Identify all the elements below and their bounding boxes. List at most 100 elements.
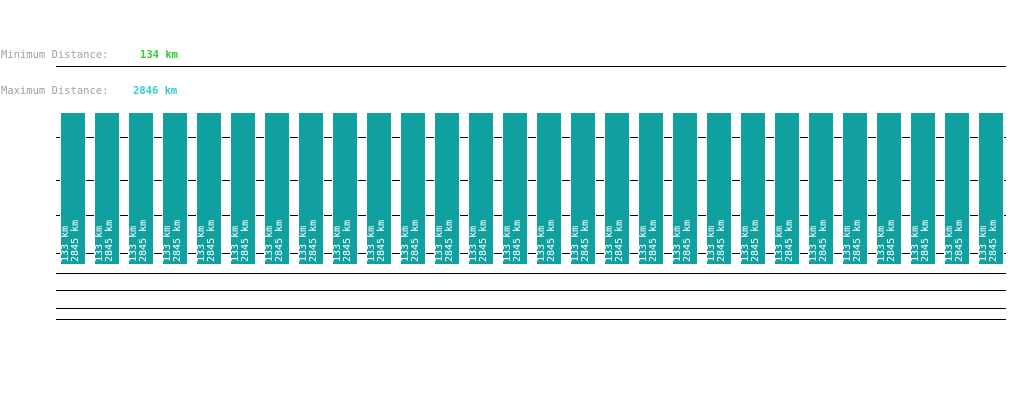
bar-group-6: 133 km 2845 km (230, 112, 256, 265)
bar-17-label-max: 2845 km (614, 220, 625, 262)
bar-18-label-max: 2845 km (648, 220, 659, 262)
bar-group-25: 133 km 2845 km (876, 112, 902, 265)
bar-6-label-min: 133 km (230, 226, 241, 262)
bar-1-label-min: 133 km (60, 226, 71, 262)
bar-group-9: 133 km 2845 km (332, 112, 358, 265)
distance-summary: Minimum Distance: 134 km Maximum Distance… (1, 25, 178, 109)
bar-9-label-max: 2845 km (342, 220, 353, 262)
bar-10-label-max: 2845 km (376, 220, 387, 262)
bar-4-label-max: 2845 km (172, 220, 183, 262)
min-distance-row: Minimum Distance: 134 km (1, 49, 178, 61)
bar-17 (604, 112, 630, 265)
bar-6 (230, 112, 256, 265)
bar-8-label-max: 2845 km (308, 220, 319, 262)
bar-24-label-min: 133 km (842, 226, 853, 262)
bar-group-4: 133 km 2845 km (162, 112, 188, 265)
max-distance-label: Maximum Distance: (1, 85, 109, 97)
bar-group-19: 133 km 2845 km (672, 112, 698, 265)
bar-25 (876, 112, 902, 265)
bar-group-24: 133 km 2845 km (842, 112, 868, 265)
bar-12-label-max: 2845 km (444, 220, 455, 262)
bar-11-label-min: 133 km (400, 226, 411, 262)
bar-23-label-max: 2845 km (818, 220, 829, 262)
bar-group-26: 133 km 2845 km (910, 112, 936, 265)
bar-3-label-max: 2845 km (138, 220, 149, 262)
bar-group-3: 133 km 2845 km (128, 112, 154, 265)
bar-9 (332, 112, 358, 265)
bar-11-label-max: 2845 km (410, 220, 421, 262)
bar-25-label-max: 2845 km (886, 220, 897, 262)
bar-10-label-min: 133 km (366, 226, 377, 262)
bar-1-label-max: 2845 km (70, 220, 81, 262)
bar-26-label-min: 133 km (910, 226, 921, 262)
bar-10 (366, 112, 392, 265)
bar-28-label-max: 2845 km (988, 220, 999, 262)
bar-group-13: 133 km 2845 km (468, 112, 494, 265)
bar-19-label-max: 2845 km (682, 220, 693, 262)
bar-20 (706, 112, 732, 265)
bar-2-label-max: 2845 km (104, 220, 115, 262)
bar-group-1: 133 km 2845 km (60, 112, 86, 265)
bar-15-label-min: 133 km (536, 226, 547, 262)
bar-17-label-min: 133 km (604, 226, 615, 262)
bar-25-label-min: 133 km (876, 226, 887, 262)
bar-5-label-max: 2845 km (206, 220, 217, 262)
bar-group-8: 133 km 2845 km (298, 112, 324, 265)
bar-9-label-min: 133 km (332, 226, 343, 262)
bar-20-label-max: 2845 km (716, 220, 727, 262)
bar-16 (570, 112, 596, 265)
bar-27 (944, 112, 970, 265)
max-distance-row: Maximum Distance: 2846 km (1, 85, 178, 97)
bar-18 (638, 112, 664, 265)
bar-group-22: 133 km 2845 km (774, 112, 800, 265)
bar-group-21: 133 km 2845 km (740, 112, 766, 265)
bar-3 (128, 112, 154, 265)
max-distance-value: 2846 km (133, 85, 178, 97)
bar-14-label-min: 133 km (502, 226, 513, 262)
bar-group-17: 133 km 2845 km (604, 112, 630, 265)
bar-5-label-min: 133 km (196, 226, 207, 262)
bar-14 (502, 112, 528, 265)
bar-24 (842, 112, 868, 265)
bar-21 (740, 112, 766, 265)
bar-24-label-max: 2845 km (852, 220, 863, 262)
bar-23 (808, 112, 834, 265)
bar-15-label-max: 2845 km (546, 220, 557, 262)
bar-group-20: 133 km 2845 km (706, 112, 732, 265)
bar-20-label-min: 133 km (706, 226, 717, 262)
bar-12-label-min: 133 km (434, 226, 445, 262)
bar-3-label-min: 133 km (128, 226, 139, 262)
min-distance-label: Minimum Distance: (1, 49, 109, 61)
bar-22-label-max: 2845 km (784, 220, 795, 262)
bar-2 (94, 112, 120, 265)
bar-group-7: 133 km 2845 km (264, 112, 290, 265)
bar-group-18: 133 km 2845 km (638, 112, 664, 265)
bar-group-2: 133 km 2845 km (94, 112, 120, 265)
bar-18-label-min: 133 km (638, 226, 649, 262)
bar-27-label-min: 133 km (944, 226, 955, 262)
bar-23-label-min: 133 km (808, 226, 819, 262)
bar-26 (910, 112, 936, 265)
bar-group-16: 133 km 2845 km (570, 112, 596, 265)
bar-group-28: 133 km 2845 km (978, 112, 1004, 265)
bar-13-label-min: 133 km (468, 226, 479, 262)
bar-group-10: 133 km 2845 km (366, 112, 392, 265)
bar-7 (264, 112, 290, 265)
bar-14-label-max: 2845 km (512, 220, 523, 262)
min-distance-value: 134 km (140, 49, 178, 61)
bar-21-label-max: 2845 km (750, 220, 761, 262)
bar-7-label-max: 2845 km (274, 220, 285, 262)
bar-group-23: 133 km 2845 km (808, 112, 834, 265)
bar-16-label-max: 2845 km (580, 220, 591, 262)
bar-15 (536, 112, 562, 265)
bar-group-15: 133 km 2845 km (536, 112, 562, 265)
bar-13-label-max: 2845 km (478, 220, 489, 262)
bar-8 (298, 112, 324, 265)
bar-1 (60, 112, 86, 265)
bar-4 (162, 112, 188, 265)
bar-group-27: 133 km 2845 km (944, 112, 970, 265)
bar-2-label-min: 133 km (94, 226, 105, 262)
bar-28 (978, 112, 1004, 265)
bar-7-label-min: 133 km (264, 226, 275, 262)
